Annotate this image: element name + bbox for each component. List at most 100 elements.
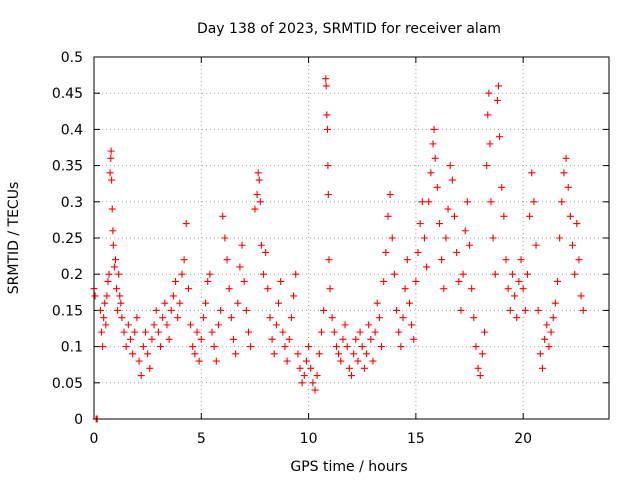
data-point: [174, 314, 182, 322]
data-point: [532, 241, 540, 249]
data-point: [378, 343, 386, 351]
data-point: [323, 111, 331, 119]
data-point: [126, 335, 134, 343]
data-point: [526, 212, 534, 220]
data-point: [373, 299, 381, 307]
data-point: [536, 350, 544, 358]
data-point: [371, 328, 379, 336]
data-point: [476, 372, 484, 380]
x-tick-label: 20: [514, 431, 532, 447]
data-point: [325, 256, 333, 264]
data-point: [302, 357, 310, 365]
data-point: [117, 299, 125, 307]
data-point: [401, 285, 409, 293]
data-point: [137, 372, 145, 380]
data-point: [292, 270, 300, 278]
data-point: [251, 205, 259, 213]
data-point: [154, 328, 162, 336]
data-point: [294, 350, 302, 358]
data-point: [348, 372, 355, 380]
data-point: [290, 292, 298, 300]
data-point: [337, 357, 345, 365]
chart-title: Day 138 of 2023, SRMTID for receiver ala…: [197, 21, 501, 37]
data-point: [382, 248, 390, 256]
data-point: [435, 220, 443, 228]
data-point: [356, 328, 364, 336]
data-point: [236, 263, 244, 271]
data-point: [148, 335, 156, 343]
data-point: [180, 256, 188, 264]
x-tick-label: 10: [300, 431, 318, 447]
data-point: [122, 343, 130, 351]
data-point: [481, 328, 489, 336]
data-point: [502, 256, 510, 264]
data-point: [399, 314, 407, 322]
data-point: [106, 169, 114, 177]
data-point: [182, 220, 190, 228]
data-point: [91, 292, 99, 300]
data-point: [111, 256, 119, 264]
data-point: [298, 379, 306, 387]
data-point: [161, 299, 169, 307]
data-point: [311, 386, 319, 394]
data-point: [571, 270, 579, 278]
data-point: [523, 270, 531, 278]
data-point: [167, 306, 175, 314]
data-point: [187, 321, 195, 329]
data-point: [169, 292, 177, 300]
data-point: [107, 147, 115, 155]
data-point: [414, 248, 422, 256]
data-point: [96, 306, 104, 314]
data-point: [266, 314, 274, 322]
data-point: [440, 285, 448, 293]
data-point: [242, 306, 250, 314]
data-point: [109, 227, 117, 235]
data-point: [322, 82, 330, 90]
data-point: [157, 343, 165, 351]
data-point: [515, 277, 523, 285]
data-point: [238, 241, 246, 249]
data-point: [178, 270, 186, 278]
data-point: [225, 285, 233, 293]
data-point: [268, 335, 276, 343]
data-point: [315, 350, 323, 358]
data-point: [384, 212, 392, 220]
data-point: [256, 198, 264, 206]
data-point: [219, 212, 227, 220]
data-point: [494, 82, 502, 90]
x-axis-label: GPS time / hours: [290, 459, 407, 475]
data-point: [575, 256, 583, 264]
data-point: [448, 176, 456, 184]
data-point: [541, 335, 549, 343]
data-point: [285, 335, 293, 343]
data-point: [493, 96, 501, 104]
data-point: [386, 191, 394, 199]
data-point: [120, 328, 128, 336]
data-point: [309, 379, 317, 387]
data-point: [113, 285, 121, 293]
data-point: [270, 350, 278, 358]
data-point: [116, 292, 124, 300]
data-point: [388, 234, 396, 242]
data-point: [528, 169, 536, 177]
y-tick-label: 0.45: [52, 86, 83, 102]
data-point: [363, 350, 371, 358]
data-point: [478, 350, 486, 358]
data-point: [444, 205, 452, 213]
data-point: [217, 306, 225, 314]
data-point: [328, 314, 336, 322]
data-point: [281, 343, 289, 351]
data-point: [405, 299, 413, 307]
data-point: [253, 191, 261, 199]
data-point: [350, 350, 358, 358]
data-point: [159, 314, 167, 322]
data-point: [517, 256, 525, 264]
data-point: [459, 270, 467, 278]
x-tick-label: 15: [407, 431, 425, 447]
data-point: [468, 285, 476, 293]
data-point: [101, 299, 109, 307]
data-point: [498, 183, 506, 191]
data-point: [324, 191, 332, 199]
data-point: [369, 357, 377, 365]
y-tick-label: 0.35: [52, 159, 83, 175]
